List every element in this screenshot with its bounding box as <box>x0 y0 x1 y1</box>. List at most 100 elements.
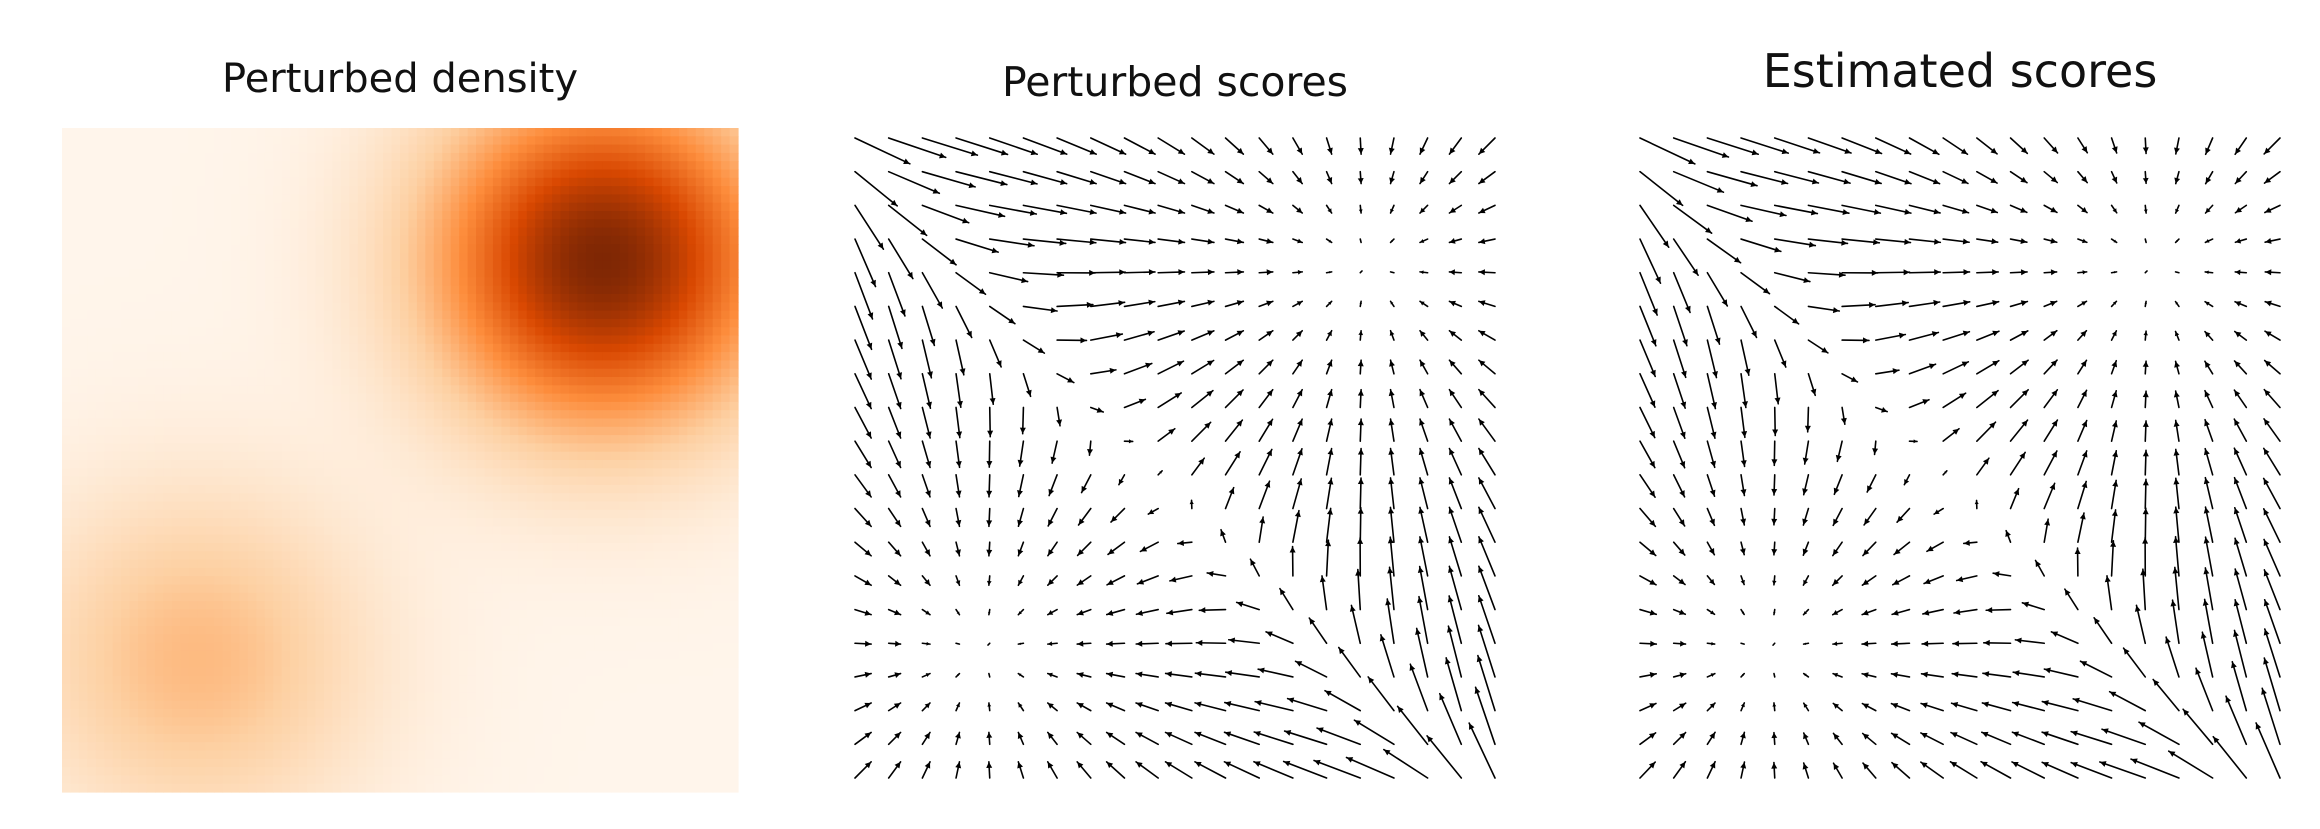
heatmap-cell <box>645 145 654 154</box>
heatmap-cell <box>518 286 527 295</box>
heatmap-cell <box>459 286 468 295</box>
heatmap-cell <box>349 568 358 577</box>
heatmap-cell <box>670 410 679 419</box>
heatmap-cell <box>485 502 494 511</box>
heatmap-cell <box>425 319 434 328</box>
heatmap-cell <box>687 427 696 436</box>
heatmap-cell <box>197 593 206 602</box>
heatmap-cell <box>577 244 586 253</box>
heatmap-cell <box>299 302 308 311</box>
heatmap-cell <box>341 153 350 162</box>
heatmap-cell <box>172 394 181 403</box>
heatmap-cell <box>696 576 705 585</box>
heatmap-cell <box>265 643 274 652</box>
heatmap-cell <box>265 593 274 602</box>
heatmap-cell <box>256 626 265 635</box>
heatmap-cell <box>408 402 417 411</box>
heatmap-cell <box>231 485 240 494</box>
heatmap-cell <box>552 485 561 494</box>
heatmap-cell <box>299 352 308 361</box>
heatmap-cell <box>349 551 358 560</box>
heatmap-cell <box>434 419 443 428</box>
heatmap-cell <box>265 510 274 519</box>
heatmap-cell <box>282 460 291 469</box>
heatmap-cell <box>645 601 654 610</box>
heatmap-cell <box>485 485 494 494</box>
heatmap-cell <box>468 153 477 162</box>
heatmap-cell <box>485 269 494 278</box>
heatmap-cell <box>713 261 722 270</box>
heatmap-cell <box>163 485 172 494</box>
heatmap-cell <box>366 601 375 610</box>
heatmap-cell <box>603 385 612 394</box>
heatmap-cell <box>214 336 223 345</box>
heatmap-cell <box>307 161 316 170</box>
heatmap-cell <box>662 269 671 278</box>
heatmap-cell <box>79 394 88 403</box>
heatmap-cell <box>662 186 671 195</box>
heatmap-cell <box>189 360 198 369</box>
heatmap-cell <box>231 244 240 253</box>
heatmap-cell <box>206 609 215 618</box>
heatmap-cell <box>611 626 620 635</box>
heatmap-cell <box>577 211 586 220</box>
heatmap-cell <box>113 560 122 569</box>
heatmap-cell <box>282 543 291 552</box>
heatmap-cell <box>713 435 722 444</box>
heatmap-cell <box>603 435 612 444</box>
heatmap-cell <box>324 261 333 270</box>
heatmap-cell <box>434 609 443 618</box>
heatmap-cell <box>366 460 375 469</box>
heatmap-cell <box>527 560 536 569</box>
heatmap-cell <box>408 443 417 452</box>
heatmap-cell <box>501 128 510 137</box>
heatmap-cell <box>713 219 722 228</box>
heatmap-cell <box>417 510 426 519</box>
heatmap-cell <box>518 186 527 195</box>
heatmap-cell <box>662 178 671 187</box>
heatmap-cell <box>307 560 316 569</box>
heatmap-cell <box>527 352 536 361</box>
heatmap-cell <box>654 311 663 320</box>
heatmap-cell <box>662 145 671 154</box>
heatmap-cell <box>62 352 71 361</box>
heatmap-cell <box>206 211 215 220</box>
heatmap-cell <box>670 593 679 602</box>
heatmap-cell <box>434 452 443 461</box>
heatmap-cell <box>332 510 341 519</box>
heatmap-cell <box>214 402 223 411</box>
heatmap-cell <box>544 253 553 262</box>
heatmap-cell <box>341 261 350 270</box>
heatmap-cell <box>214 170 223 179</box>
heatmap-cell <box>265 410 274 419</box>
heatmap-cell <box>670 468 679 477</box>
heatmap-cell <box>730 435 739 444</box>
heatmap-cell <box>214 211 223 220</box>
heatmap-cell <box>645 302 654 311</box>
heatmap-cell <box>104 593 113 602</box>
heatmap-cell <box>214 618 223 627</box>
heatmap-cell <box>577 601 586 610</box>
heatmap-cell <box>442 360 451 369</box>
heatmap-cell <box>155 419 164 428</box>
heatmap-cell <box>299 419 308 428</box>
heatmap-cell <box>620 468 629 477</box>
heatmap-cell <box>704 294 713 303</box>
heatmap-cell <box>485 377 494 386</box>
heatmap-cell <box>180 369 189 378</box>
heatmap-cell <box>341 228 350 237</box>
heatmap-cell <box>687 186 696 195</box>
heatmap-cell <box>197 385 206 394</box>
heatmap-cell <box>138 236 147 245</box>
heatmap-cell <box>687 502 696 511</box>
heatmap-cell <box>451 211 460 220</box>
heatmap-cell <box>527 377 536 386</box>
heatmap-cell <box>485 186 494 195</box>
heatmap-cell <box>392 443 401 452</box>
heatmap-cell <box>206 510 215 519</box>
heatmap-cell <box>730 360 739 369</box>
heatmap-cell <box>163 203 172 212</box>
heatmap-cell <box>577 319 586 328</box>
heatmap-cell <box>654 543 663 552</box>
heatmap-cell <box>96 277 105 286</box>
